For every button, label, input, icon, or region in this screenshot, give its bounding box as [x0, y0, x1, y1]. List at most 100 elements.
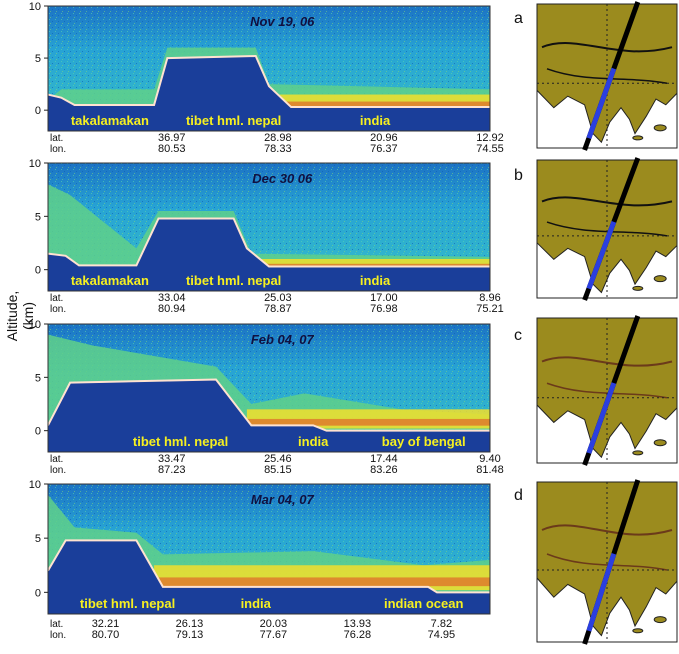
lon-row-label: lon.: [50, 465, 66, 476]
island: [632, 628, 644, 634]
country-border: [541, 42, 673, 53]
lat-value: 17.00: [370, 292, 398, 304]
aerosol-layer-green: [48, 47, 490, 108]
y-axis-label: Altitude, (km): [4, 290, 36, 342]
country-border: [541, 524, 673, 536]
surface-return: [47, 54, 490, 109]
haze-core: [260, 263, 490, 267]
y-tick-label: 0: [35, 426, 41, 438]
island: [653, 616, 667, 624]
lon-value: 75.21: [476, 303, 504, 315]
lat-value: 12.92: [476, 132, 504, 144]
lon-row-label: lon.: [50, 630, 66, 641]
inset-map-c: c: [514, 315, 678, 466]
region-label: tibet hml. nepal: [186, 273, 281, 288]
haze-band: [260, 259, 490, 268]
panel-frame: [47, 162, 491, 292]
panel-letter: d: [514, 487, 523, 504]
lat-value: 26.13: [176, 618, 204, 630]
lat-value: 13.93: [344, 618, 372, 630]
track-segment: [586, 221, 617, 290]
lidar-panel-b: 10 5 0 Dec 30 06 takalamakan tibet hml. nepal…: [29, 158, 504, 315]
country-border: [541, 196, 673, 207]
terrain: [48, 218, 490, 291]
track-segment: [586, 382, 617, 454]
y-tick-label: 10: [29, 479, 41, 491]
inset-map-b: b: [514, 157, 678, 301]
lon-value: 79.13: [176, 629, 204, 641]
terrain: [48, 540, 490, 614]
lat-value: 8.96: [479, 292, 500, 304]
lon-value: 80.94: [158, 303, 186, 315]
haze-core: [246, 418, 490, 426]
region-label: india: [298, 434, 329, 449]
lon-row-label: lon.: [50, 304, 66, 315]
panel-date: Dec 30 06: [252, 171, 313, 186]
panel-date: Feb 04, 07: [251, 332, 315, 347]
panel-frame: [47, 483, 491, 615]
region-label: takalamakan: [71, 113, 149, 128]
y-tick-label: 10: [29, 158, 41, 170]
lat-value: 28.98: [264, 132, 292, 144]
y-tick-label: 5: [35, 533, 41, 545]
lidar-panel-d: 10 5 0 Mar 04, 07 tibet hml. nepal india india…: [29, 479, 491, 641]
region-label: tibet hml. nepal: [186, 113, 281, 128]
lon-value: 76.98: [370, 303, 398, 315]
island: [632, 285, 644, 291]
region-label: india: [360, 273, 391, 288]
lon-value: 74.55: [476, 143, 504, 155]
lon-value: 83.26: [370, 464, 398, 476]
y-tick-label: 0: [35, 265, 41, 277]
region-label: india: [360, 113, 391, 128]
aerosol-layer-green: [48, 184, 490, 267]
region-label: india: [241, 596, 272, 611]
lat-value: 9.40: [479, 453, 500, 465]
lat-value: 33.04: [158, 292, 186, 304]
lon-value: 76.37: [370, 143, 398, 155]
lon-row-label: lon.: [50, 144, 66, 155]
country-border: [546, 68, 668, 84]
haze-core: [154, 577, 490, 587]
y-tick-label: 5: [35, 53, 41, 65]
y-tick-label: 10: [29, 1, 41, 13]
y-tick-label: 10: [29, 319, 41, 331]
lat-value: 7.82: [431, 618, 452, 630]
lidar-panel-c: 10 5 0 Feb 04, 07 tibet hml. nepal india bay o…: [29, 319, 504, 476]
island: [632, 135, 644, 141]
lon-value: 80.70: [92, 629, 120, 641]
panel-letter: a: [514, 10, 523, 27]
lidar-panel-a: 10 5 0 Nov 19, 06 takalamakan tibet hml. nepa…: [29, 1, 504, 155]
terrain: [48, 56, 490, 131]
surface-return: [47, 217, 490, 268]
terrain: [48, 379, 490, 452]
lat-value: 25.46: [264, 453, 292, 465]
y-tick-label: 0: [35, 105, 41, 117]
island: [632, 450, 644, 456]
lon-value: 76.28: [344, 629, 372, 641]
lat-row-label: lat.: [50, 133, 63, 144]
lon-value: 80.53: [158, 143, 186, 155]
panel-frame: [47, 323, 491, 453]
lat-row-label: lat.: [50, 619, 63, 630]
lat-value: 20.96: [370, 132, 398, 144]
panel-date: Nov 19, 06: [250, 14, 315, 29]
aerosol-layer-green: [48, 334, 490, 431]
lon-value: 85.15: [264, 464, 292, 476]
y-tick-label: 5: [35, 211, 41, 223]
lat-value: 36.97: [158, 132, 186, 144]
lon-value: 78.33: [264, 143, 292, 155]
lon-value: 81.48: [476, 464, 504, 476]
country-border: [541, 356, 673, 367]
island: [653, 439, 667, 447]
region-label: tibet hml. nepal: [133, 434, 228, 449]
track-segment: [586, 67, 617, 140]
haze-core: [277, 101, 490, 107]
lon-value: 78.87: [264, 303, 292, 315]
lat-value: 33.47: [158, 453, 186, 465]
inset-map-d: d: [514, 479, 678, 645]
region-label: takalamakan: [71, 273, 149, 288]
region-label: bay of bengal: [382, 434, 466, 449]
island: [653, 275, 667, 283]
panel-letter: b: [514, 167, 523, 184]
